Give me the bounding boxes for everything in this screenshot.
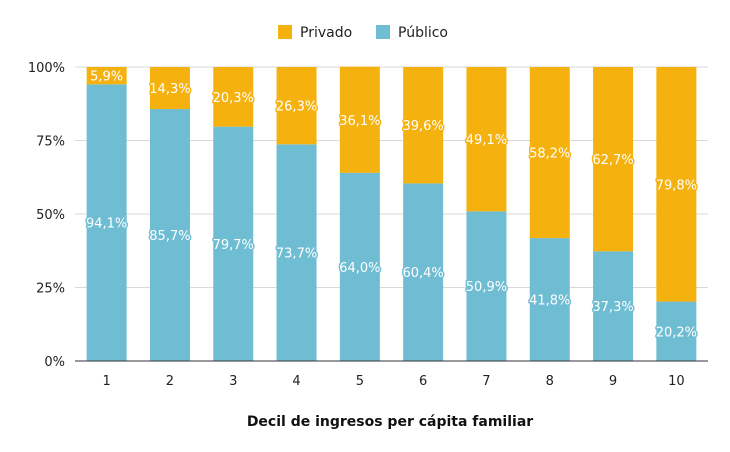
x-tick-label: 2 — [166, 374, 174, 389]
legend: Privado Público — [278, 25, 448, 41]
data-label-privado: 39,6% — [402, 119, 443, 134]
data-label-privado: 79,8% — [656, 178, 697, 193]
x-tick-label: 7 — [482, 374, 490, 389]
y-tick-label: 50% — [36, 208, 65, 223]
legend-swatch — [376, 25, 390, 39]
data-label-publico: 37,3% — [592, 300, 633, 315]
data-label-publico: 60,4% — [402, 266, 443, 281]
bar-publico — [529, 238, 570, 361]
data-label-publico: 50,9% — [466, 280, 507, 295]
x-axis-ticks: 1 2 3 4 5 6 7 8 9 10 — [103, 374, 685, 389]
legend-label: Público — [398, 25, 448, 41]
bar-privado — [529, 67, 570, 239]
data-label-publico: 94,1% — [86, 217, 127, 232]
bar-publico — [593, 251, 634, 361]
bar-privado — [403, 67, 444, 184]
x-tick-label: 9 — [609, 374, 617, 389]
y-tick-label: 0% — [44, 355, 65, 370]
y-tick-label: 100% — [28, 61, 65, 76]
x-tick-label: 1 — [103, 374, 111, 389]
data-labels: 94,1% 5,9% 85,7% 14,3% 79,7% 20,3% 73,7% 26,3% 6… — [84, 68, 698, 342]
x-tick-label: 6 — [419, 374, 427, 389]
data-label-publico: 20,2% — [656, 325, 697, 340]
data-label-publico: 73,7% — [276, 247, 317, 262]
data-label-privado: 62,7% — [592, 153, 633, 168]
x-tick-label: 10 — [668, 374, 685, 389]
data-label-publico: 41,8% — [529, 294, 570, 309]
bar-publico — [339, 172, 380, 361]
bar-publico — [213, 126, 254, 361]
bar-privado — [466, 67, 507, 212]
bar-privado — [86, 67, 127, 85]
bar-privado — [276, 67, 317, 145]
bar-publico — [149, 109, 190, 362]
x-axis-title: Decil de ingresos per cápita familiar — [247, 414, 533, 430]
data-label-privado: 36,1% — [339, 114, 380, 129]
bar-privado — [656, 67, 697, 302]
x-tick-label: 3 — [229, 374, 237, 389]
bar-publico — [276, 144, 317, 361]
data-label-privado: 26,3% — [276, 100, 317, 115]
data-label-privado: 5,9% — [90, 70, 123, 85]
data-label-privado: 20,3% — [213, 91, 254, 106]
y-tick-label: 25% — [36, 282, 65, 297]
data-label-privado: 14,3% — [149, 82, 190, 97]
bar-publico — [656, 301, 697, 361]
legend-swatch — [278, 25, 292, 39]
bar-publico — [403, 183, 444, 361]
y-axis-ticks: 0% 25% 50% 75% 100% — [28, 61, 65, 370]
y-tick-label: 75% — [36, 135, 65, 150]
data-label-publico: 64,0% — [339, 261, 380, 276]
legend-label: Privado — [300, 25, 352, 41]
data-label-privado: 49,1% — [466, 133, 507, 148]
x-tick-label: 5 — [356, 374, 364, 389]
bar-privado — [593, 67, 634, 252]
data-label-privado: 58,2% — [529, 147, 570, 162]
x-tick-label: 8 — [546, 374, 554, 389]
bars — [86, 66, 697, 362]
bar-privado — [213, 67, 254, 127]
data-label-publico: 79,7% — [213, 238, 254, 253]
bar-privado — [339, 66, 380, 173]
x-tick-label: 4 — [292, 374, 300, 389]
bar-publico — [466, 211, 507, 361]
bar-privado — [149, 67, 190, 110]
data-label-publico: 85,7% — [149, 229, 190, 244]
bar-publico — [86, 84, 127, 361]
